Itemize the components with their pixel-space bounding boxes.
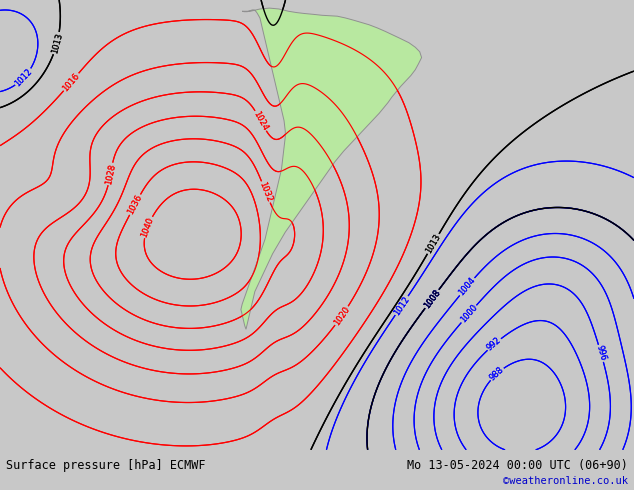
Text: 1028: 1028 — [104, 163, 117, 185]
Text: 1016: 1016 — [61, 71, 82, 93]
Polygon shape — [241, 8, 422, 329]
Text: 1008: 1008 — [422, 288, 442, 310]
Text: 1024: 1024 — [252, 109, 269, 132]
Text: 1020: 1020 — [332, 305, 351, 327]
Text: 1013: 1013 — [50, 32, 64, 54]
Text: 1032: 1032 — [257, 180, 274, 203]
Text: 1012: 1012 — [392, 294, 411, 317]
Text: 996: 996 — [595, 344, 607, 362]
Text: 988: 988 — [488, 365, 506, 383]
Text: 988: 988 — [488, 365, 506, 383]
Text: 1000: 1000 — [458, 303, 479, 325]
Text: 1032: 1032 — [257, 180, 274, 203]
Text: 1008: 1008 — [422, 288, 442, 310]
Text: ©weatheronline.co.uk: ©weatheronline.co.uk — [503, 476, 628, 486]
Text: 1000: 1000 — [458, 303, 479, 325]
Text: 1013: 1013 — [50, 32, 64, 54]
Text: 1024: 1024 — [252, 109, 269, 132]
Text: 1013: 1013 — [424, 232, 443, 255]
Text: 1012: 1012 — [13, 67, 34, 88]
Text: 992: 992 — [485, 336, 503, 353]
Text: 1028: 1028 — [104, 163, 117, 185]
Text: 1008: 1008 — [422, 288, 442, 310]
Text: 1040: 1040 — [139, 216, 155, 239]
Text: 996: 996 — [595, 344, 607, 362]
Text: 1012: 1012 — [13, 67, 34, 88]
Text: Surface pressure [hPa] ECMWF: Surface pressure [hPa] ECMWF — [6, 459, 206, 471]
Text: 1004: 1004 — [457, 276, 477, 297]
Text: 1004: 1004 — [457, 276, 477, 297]
Text: 1012: 1012 — [392, 294, 411, 317]
Text: 1008: 1008 — [422, 288, 442, 310]
Text: 1016: 1016 — [61, 71, 82, 93]
Text: 1040: 1040 — [139, 216, 155, 239]
Text: 1013: 1013 — [424, 232, 443, 255]
Text: 1036: 1036 — [126, 193, 144, 216]
Text: 1020: 1020 — [332, 305, 351, 327]
Text: 1036: 1036 — [126, 193, 144, 216]
Text: 992: 992 — [485, 336, 503, 353]
Text: Mo 13-05-2024 00:00 UTC (06+90): Mo 13-05-2024 00:00 UTC (06+90) — [407, 459, 628, 471]
